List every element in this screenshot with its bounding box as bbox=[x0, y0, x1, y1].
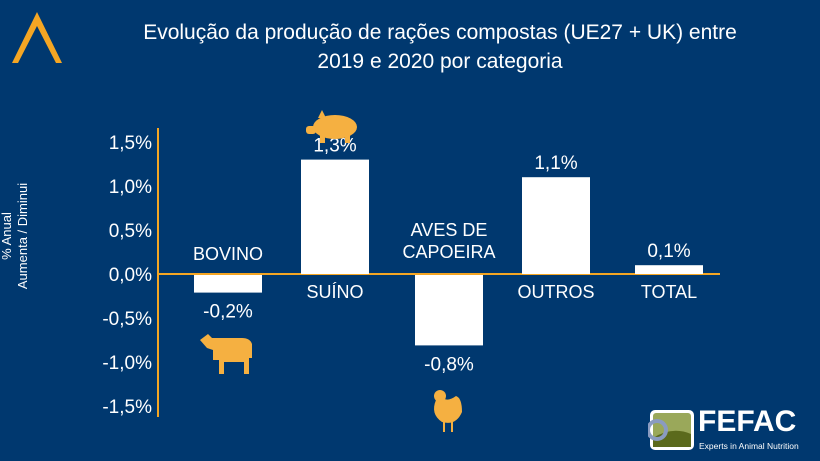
y-tick-label: 1,5% bbox=[109, 133, 152, 154]
category-label: OUTROS bbox=[517, 282, 594, 302]
bar-4 bbox=[635, 265, 703, 274]
y-tick-label: 0,5% bbox=[109, 221, 152, 242]
fefac-logo-mark bbox=[648, 410, 694, 450]
y-tick-label: -1,0% bbox=[102, 353, 152, 374]
data-label: 0,1% bbox=[647, 241, 690, 262]
fefac-logo-tagline: Experts in Animal Nutrition bbox=[699, 441, 799, 451]
y-tick-label: -1,5% bbox=[102, 397, 152, 418]
data-label: -0,2% bbox=[203, 302, 253, 323]
pig-icon bbox=[306, 110, 357, 143]
bar-2 bbox=[415, 275, 483, 346]
chart-title: Evolução da produção de rações compostas… bbox=[143, 21, 737, 73]
y-tick-label: -0,5% bbox=[102, 309, 152, 330]
data-label: 1,1% bbox=[534, 153, 577, 174]
bar-3 bbox=[522, 177, 590, 274]
data-label: -0,8% bbox=[424, 354, 474, 375]
category-label: TOTAL bbox=[641, 282, 697, 302]
category-label: AVES DE CAPOEIRA bbox=[402, 220, 495, 262]
fefac-logo-name: FEFAC bbox=[698, 405, 797, 438]
y-tick-label: 0,0% bbox=[109, 265, 152, 286]
bar-1 bbox=[301, 159, 369, 274]
chicken-icon bbox=[434, 390, 462, 432]
bar-0 bbox=[194, 275, 262, 293]
category-label: SUÍNO bbox=[306, 282, 363, 302]
brand-chevron-logo bbox=[10, 8, 65, 73]
category-label: BOVINO bbox=[193, 244, 263, 264]
fefac-logo: FEFAC Experts in Animal Nutrition bbox=[648, 406, 818, 458]
y-tick-label: 1,0% bbox=[109, 177, 152, 198]
cow-icon bbox=[200, 334, 252, 374]
